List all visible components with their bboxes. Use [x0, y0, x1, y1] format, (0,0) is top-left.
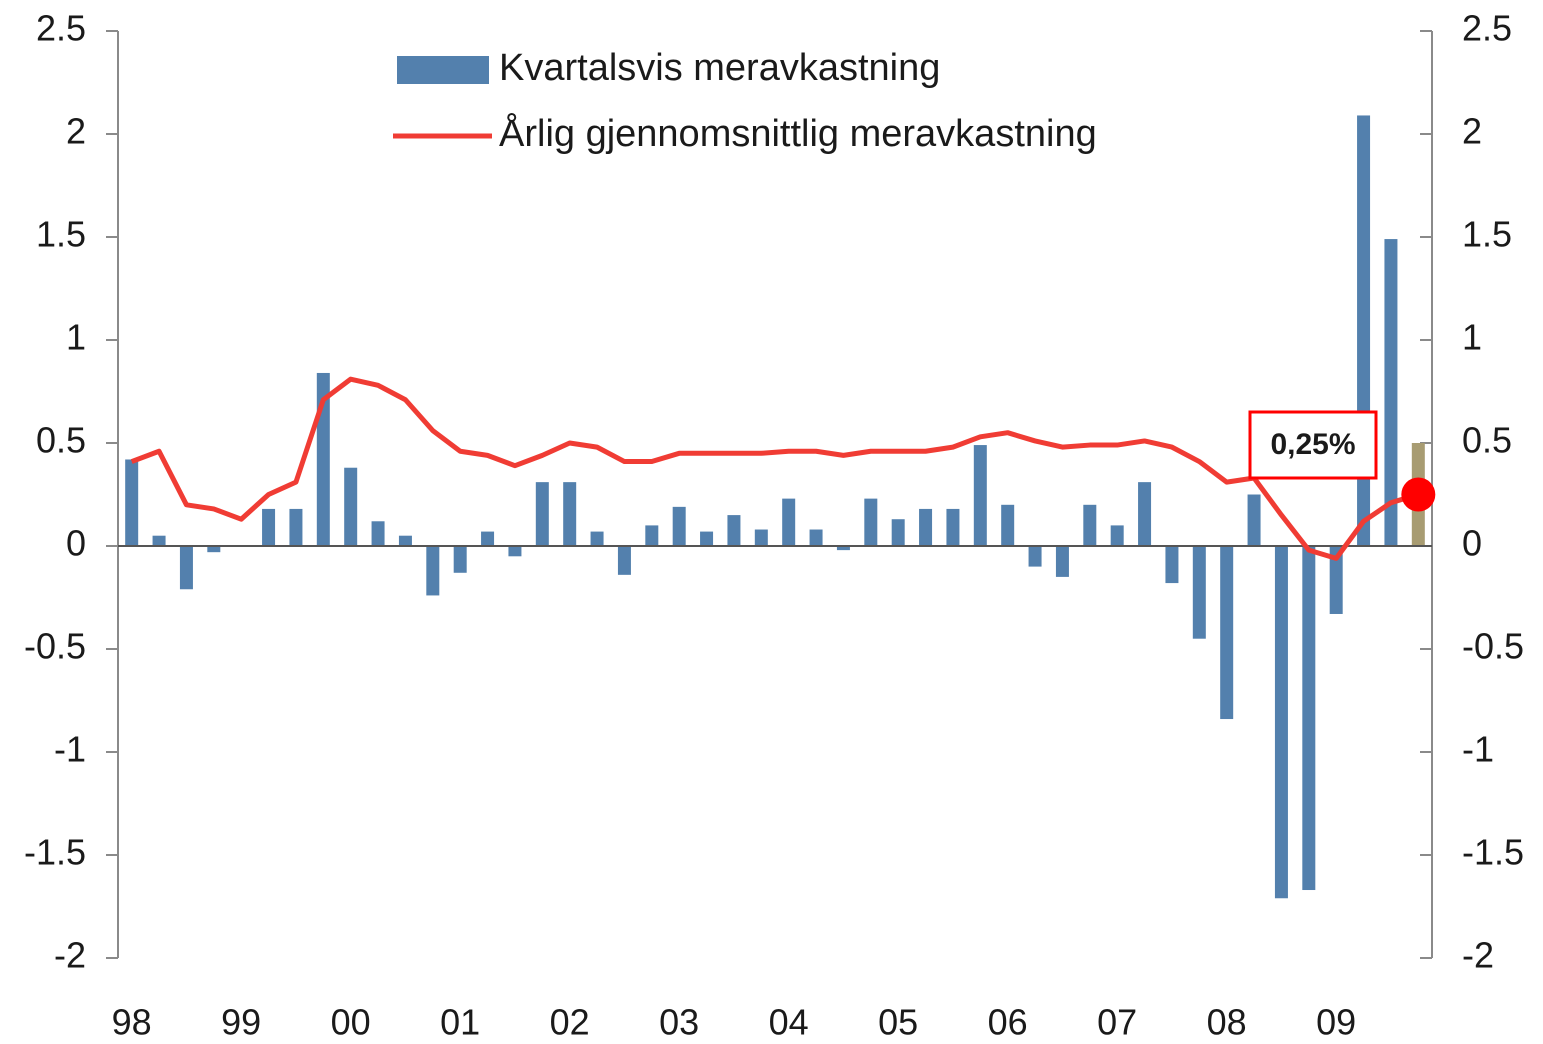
bar: [262, 508, 276, 546]
bar: [1165, 546, 1179, 584]
y-tick-label: -1.5: [24, 832, 86, 873]
highlight-dot: [1401, 477, 1436, 512]
bar: [426, 546, 440, 596]
bar: [344, 467, 358, 546]
bar: [754, 529, 768, 546]
y2-tick-label: 2.5: [1462, 8, 1512, 49]
bar: [1083, 504, 1097, 546]
bar: [152, 535, 166, 546]
bar: [481, 531, 495, 546]
bar: [1138, 482, 1152, 546]
y-tick-label: 1: [66, 317, 86, 358]
bar: [919, 508, 933, 546]
x-tick-label: 08: [1207, 1002, 1247, 1043]
y2-tick-label: 0.5: [1462, 420, 1512, 461]
y-tick-label: 0.5: [36, 420, 86, 461]
bar: [617, 546, 631, 575]
bar: [371, 521, 385, 546]
bar: [398, 535, 412, 546]
bar: [727, 515, 741, 546]
bar: [700, 531, 714, 546]
bar: [535, 482, 549, 546]
bar: [125, 459, 139, 546]
bar: [1329, 546, 1343, 614]
bar: [1192, 546, 1206, 639]
y2-tick-label: 1.5: [1462, 214, 1512, 255]
bar: [1384, 239, 1398, 546]
x-tick-label: 06: [988, 1002, 1028, 1043]
bar: [672, 506, 686, 546]
bar: [1220, 546, 1234, 720]
x-tick-label: 99: [221, 1002, 261, 1043]
y2-tick-label: -0.5: [1462, 626, 1524, 667]
bar: [179, 546, 193, 590]
x-tick-label: 04: [769, 1002, 809, 1043]
bar: [1110, 525, 1124, 546]
x-tick-label: 00: [331, 1002, 371, 1043]
y2-tick-label: 0: [1462, 523, 1482, 564]
y2-tick-label: -1: [1462, 729, 1494, 770]
legend-label: Årlig gjennomsnittlig meravkastning: [499, 111, 1097, 155]
y-tick-label: 2: [66, 111, 86, 152]
label-box: [1248, 410, 1378, 480]
x-tick-label: 05: [878, 1002, 918, 1043]
x-tick-label: 07: [1097, 1002, 1137, 1043]
bar: [1274, 546, 1288, 899]
legend-label: Kvartalsvis meravkastning: [499, 47, 940, 89]
bar: [1247, 494, 1261, 546]
y2-tick-label: 2: [1462, 111, 1482, 152]
bar: [836, 546, 850, 551]
bar: [973, 445, 987, 546]
bar: [508, 546, 522, 557]
y2-tick-label: -1.5: [1462, 832, 1524, 873]
bar: [1028, 546, 1042, 567]
bar: [590, 531, 604, 546]
bar: [289, 508, 303, 546]
y-tick-label: 2.5: [36, 8, 86, 49]
y-tick-label: 0: [66, 523, 86, 564]
bar: [809, 529, 823, 546]
y2-tick-label: -2: [1462, 935, 1494, 976]
bar: [453, 546, 467, 573]
y-tick-label: 1.5: [36, 214, 86, 255]
bar: [782, 498, 796, 546]
bar: [891, 519, 905, 546]
y-tick-label: -2: [54, 935, 86, 976]
bar: [1357, 115, 1371, 547]
x-tick-label: 03: [659, 1002, 699, 1043]
bar: [563, 482, 577, 546]
y2-tick-label: 1: [1462, 317, 1482, 358]
x-tick-label: 02: [550, 1002, 590, 1043]
bar: [1055, 546, 1069, 577]
x-tick-label: 98: [112, 1002, 152, 1043]
bar: [645, 525, 659, 546]
bar: [207, 546, 221, 553]
value-label: 0,25%: [1270, 428, 1355, 461]
y-tick-label: -0.5: [24, 626, 86, 667]
x-tick-label: 01: [440, 1002, 480, 1043]
y-tick-label: -1: [54, 729, 86, 770]
legend-swatch: [397, 56, 489, 84]
bar: [1302, 546, 1316, 891]
bar: [946, 508, 960, 546]
bar: [1001, 504, 1015, 546]
bar: [864, 498, 878, 546]
line: [130, 376, 1420, 561]
x-tick-label: 09: [1316, 1002, 1356, 1043]
